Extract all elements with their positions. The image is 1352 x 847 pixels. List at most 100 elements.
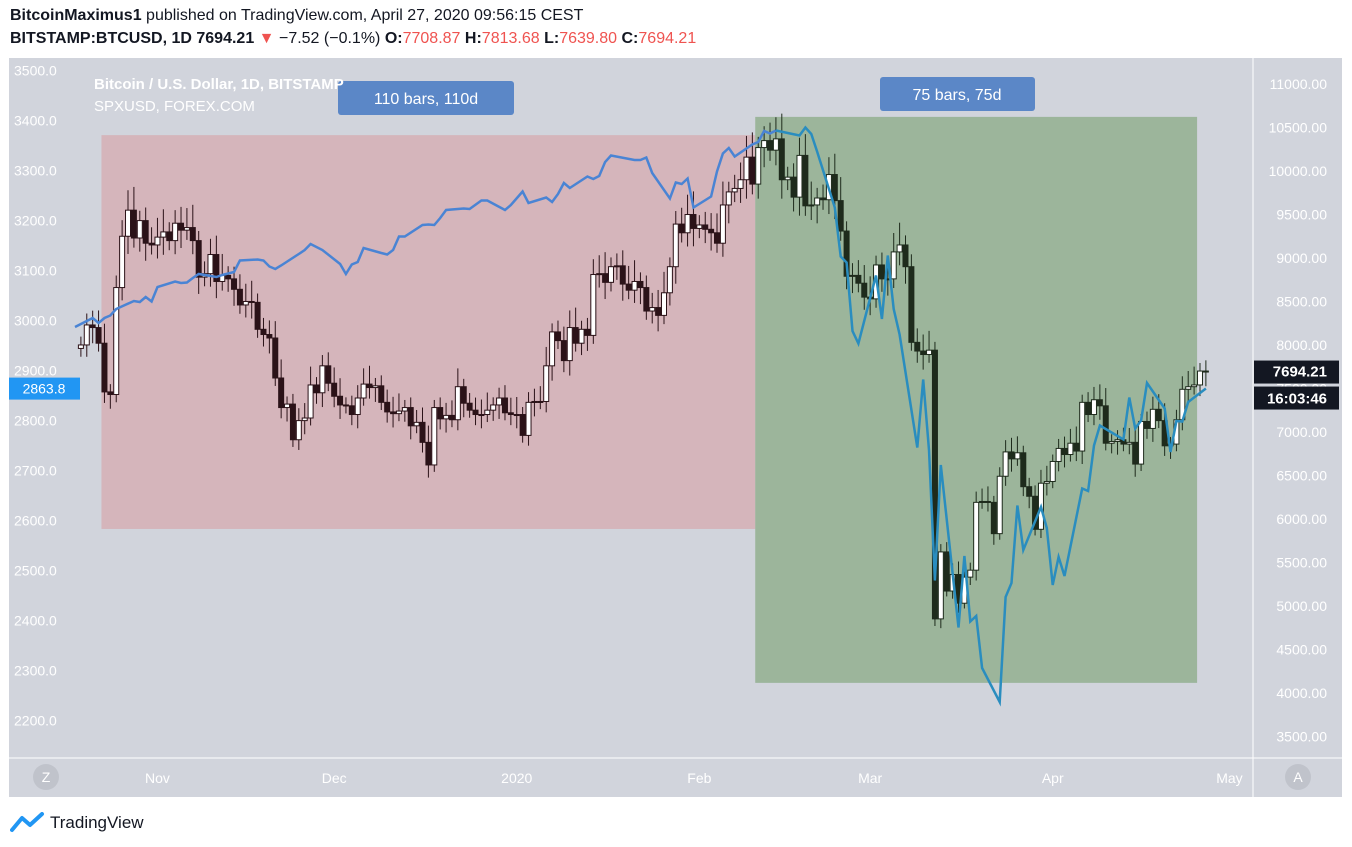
candle xyxy=(378,375,385,411)
candle-body xyxy=(89,324,96,329)
candle xyxy=(413,409,420,434)
candle xyxy=(407,397,414,440)
candle xyxy=(702,211,709,244)
candle-body xyxy=(1108,440,1115,444)
candle-body xyxy=(101,342,108,393)
right-tick-label: 9000.00 xyxy=(1276,250,1327,266)
candle xyxy=(590,259,597,344)
candle xyxy=(354,385,361,429)
candle xyxy=(566,310,573,376)
candle xyxy=(1002,440,1009,486)
candle xyxy=(372,377,379,402)
candle-body xyxy=(643,287,650,312)
candle-body xyxy=(496,397,503,406)
candle xyxy=(690,191,697,247)
candle-body xyxy=(1143,420,1150,429)
candle xyxy=(666,257,673,306)
candle xyxy=(1191,366,1198,395)
candle-body xyxy=(990,501,997,535)
time-tick-label: Dec xyxy=(322,770,347,786)
candle-body xyxy=(937,551,944,620)
candle-body xyxy=(160,231,167,238)
candle xyxy=(195,231,202,294)
candle xyxy=(549,323,556,381)
candle-body xyxy=(348,405,355,416)
candle-body xyxy=(1020,452,1027,488)
candle-body xyxy=(301,417,308,422)
z-button[interactable] xyxy=(33,764,59,790)
candle-body xyxy=(666,266,673,294)
candle-body xyxy=(1138,420,1145,465)
candle-body xyxy=(566,327,573,362)
candle-body xyxy=(119,235,126,289)
left-tick-label: 3500.0 xyxy=(14,63,57,79)
candle-body xyxy=(525,401,532,436)
candle-body xyxy=(572,327,579,344)
candle-body xyxy=(113,287,120,396)
candle xyxy=(814,187,821,224)
candle-body xyxy=(849,274,856,277)
chart-area[interactable]: 3500.0 3400.0 3300.0 3200.0 3100.0 3000.0 2900… xyxy=(9,58,1342,797)
candle xyxy=(990,495,997,545)
candle xyxy=(513,396,520,429)
candle xyxy=(696,215,703,239)
candle-body xyxy=(896,244,903,253)
candle-body xyxy=(731,187,738,193)
candle-body xyxy=(1102,405,1109,444)
countdown-badge xyxy=(1254,386,1339,410)
candle xyxy=(136,210,143,252)
open-value: 7708.87 xyxy=(402,30,461,47)
candle xyxy=(802,134,809,216)
candle xyxy=(613,253,620,280)
time-tick-label: Nov xyxy=(145,770,170,786)
candle-body xyxy=(596,273,603,276)
candle xyxy=(284,396,291,422)
right-tick-label: 3500.00 xyxy=(1276,728,1327,744)
candle xyxy=(166,222,173,251)
candle-body xyxy=(890,251,897,280)
candle-body xyxy=(784,176,791,181)
candle-body xyxy=(366,383,373,389)
candle-body xyxy=(607,266,614,283)
candle xyxy=(849,263,856,294)
low-label: L: xyxy=(544,30,560,47)
price-chart[interactable]: 3500.0 3400.0 3300.0 3200.0 3100.0 3000.0 2900… xyxy=(9,58,1342,797)
candle xyxy=(1149,396,1156,442)
candle xyxy=(661,271,667,325)
candle-body xyxy=(543,365,550,402)
a-button[interactable] xyxy=(1285,764,1311,790)
candle-body xyxy=(130,209,137,239)
candle xyxy=(878,252,885,292)
candle-body xyxy=(967,569,974,578)
left-tick-label: 2300.0 xyxy=(14,663,57,679)
candle-body xyxy=(166,231,173,242)
candle xyxy=(1185,371,1192,404)
candle-body xyxy=(248,300,255,303)
brand-name[interactable]: TradingView xyxy=(50,813,144,832)
left-tick-label: 3200.0 xyxy=(14,213,57,229)
candle-body xyxy=(808,204,815,207)
a-button-label: A xyxy=(1293,769,1303,785)
candle-body xyxy=(696,224,703,229)
candle-body xyxy=(478,414,485,417)
author-name[interactable]: BitcoinMaximus1 xyxy=(10,7,142,24)
candle-body xyxy=(661,292,667,316)
candle xyxy=(425,425,432,478)
candle-body xyxy=(425,441,432,466)
candle xyxy=(731,174,738,203)
candle-body xyxy=(507,412,514,416)
candle-body xyxy=(1155,408,1162,422)
time-tick-label: Apr xyxy=(1042,770,1064,786)
candle-body xyxy=(307,384,314,419)
candle xyxy=(266,320,273,354)
candle-body xyxy=(331,382,338,397)
candle xyxy=(973,491,980,581)
candle xyxy=(1061,436,1068,468)
candle-body xyxy=(384,401,391,413)
candle-body xyxy=(926,349,933,356)
date-ranges xyxy=(101,116,1198,683)
candle xyxy=(820,184,827,210)
candle-body xyxy=(189,227,196,242)
candle xyxy=(937,544,944,629)
candle xyxy=(437,397,444,430)
